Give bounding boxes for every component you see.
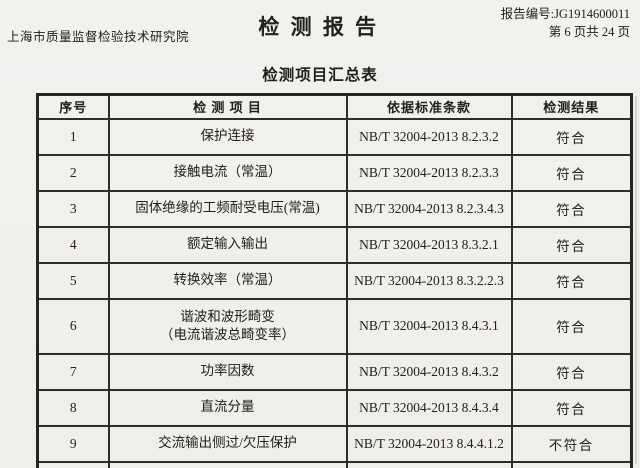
test-item: 直流分量: [107, 388, 348, 427]
test-result: 符合: [510, 189, 633, 228]
table-row: 7 功率因数 NB/T 32004-2013 8.4.3.2 符合: [36, 352, 633, 391]
standard-clause: NB/T 32004-2013 8.2.3.4.3: [345, 189, 513, 228]
row-number: 2: [36, 153, 110, 192]
row-number: 6: [36, 297, 110, 355]
empty-cell: [36, 460, 110, 468]
test-item: 交流输出侧过/欠压保护: [107, 424, 348, 463]
empty-cell: [345, 460, 513, 468]
row-number: 4: [36, 225, 110, 264]
scan-edge-artifact: [635, 96, 637, 464]
empty-cell: [107, 460, 348, 468]
test-item-line: 接触电流（常温）: [173, 164, 282, 180]
test-item-line2: （电流谐波总畸变率）: [160, 327, 295, 342]
table-row: 1 保护连接 NB/T 32004-2013 8.2.3.2 符合: [36, 117, 633, 156]
standard-clause: NB/T 32004-2013 8.4.3.1: [345, 297, 513, 355]
test-item: 接触电流（常温）: [107, 153, 348, 192]
organization-name: 上海市质量监督检验技术研究院: [7, 30, 190, 44]
test-result: 符合: [510, 261, 633, 300]
standard-clause: NB/T 32004-2013 8.4.4.1.2: [345, 424, 513, 463]
table-title: 检测项目汇总表: [262, 67, 378, 84]
test-item-line: 保护连接: [200, 128, 255, 144]
standard-clause: NB/T 32004-2013 8.2.3.3: [345, 153, 513, 192]
test-result: 符合: [510, 225, 633, 264]
document-title: 检 测 报 告: [258, 15, 380, 39]
column-header-result: 检测结果: [510, 93, 633, 120]
test-item-line: 转换效率（常温）: [173, 272, 282, 288]
report-number: 报告编号:JG1914600011: [500, 7, 630, 21]
table-row: 4 额定输入输出 NB/T 32004-2013 8.3.2.1 符合: [36, 225, 633, 264]
test-item-line: 功率因数: [200, 363, 255, 379]
test-item-line: 额定输入输出: [187, 236, 268, 252]
test-item: 固体绝缘的工频耐受电压(常温): [107, 189, 348, 228]
standard-clause: NB/T 32004-2013 8.4.3.4: [345, 388, 513, 427]
standard-clause: NB/T 32004-2013 8.3.2.1: [345, 225, 513, 264]
table-row: 6 谐波和波形畸变 （电流谐波总畸变率） NB/T 32004-2013 8.4…: [36, 297, 633, 355]
test-item: 保护连接: [107, 117, 348, 156]
test-item-line: 固体绝缘的工频耐受电压(常温): [135, 200, 320, 216]
test-result: 不符合: [510, 424, 633, 463]
summary-table: 序号 检 测 项 目 依据标准条款 检测结果 1 保护连接 NB/T 32004…: [36, 93, 633, 468]
test-item: 转换效率（常温）: [107, 261, 348, 300]
table-row-partial: [36, 460, 633, 468]
table-row: 5 转换效率（常温） NB/T 32004-2013 8.3.2.2.3 符合: [36, 261, 633, 300]
report-meta: 报告编号:JG1914600011 第 6 页共 24 页: [501, 5, 630, 41]
standard-clause: NB/T 32004-2013 8.3.2.2.3: [345, 261, 513, 300]
column-header-item: 检 测 项 目: [107, 93, 348, 120]
test-item: 谐波和波形畸变 （电流谐波总畸变率）: [107, 297, 348, 355]
test-result: 符合: [510, 153, 633, 192]
page-indicator: 第 6 页共 24 页: [548, 25, 630, 40]
row-number: 9: [36, 424, 110, 463]
table-row: 9 交流输出侧过/欠压保护 NB/T 32004-2013 8.4.4.1.2 …: [36, 424, 633, 463]
test-item: 功率因数: [107, 352, 348, 391]
test-item-line: 谐波和波形畸变: [180, 308, 275, 324]
table-header-row: 序号 检 测 项 目 依据标准条款 检测结果: [36, 93, 633, 120]
row-number: 7: [36, 352, 110, 391]
column-header-standard: 依据标准条款: [345, 93, 513, 120]
test-result: 符合: [510, 388, 633, 427]
test-item: 额定输入输出: [107, 225, 348, 264]
standard-clause: NB/T 32004-2013 8.2.3.2: [345, 117, 513, 156]
test-result: 符合: [510, 117, 633, 156]
row-number: 5: [36, 261, 110, 300]
test-result: 符合: [510, 352, 633, 391]
column-header-no: 序号: [36, 93, 110, 120]
test-result: 符合: [510, 297, 633, 355]
standard-clause: NB/T 32004-2013 8.4.3.2: [345, 352, 513, 391]
row-number: 1: [36, 117, 110, 156]
empty-cell: [510, 460, 633, 468]
table-row: 8 直流分量 NB/T 32004-2013 8.4.3.4 符合: [36, 388, 633, 427]
row-number: 3: [36, 189, 110, 228]
test-item-line: 直流分量: [200, 399, 255, 415]
table-row: 2 接触电流（常温） NB/T 32004-2013 8.2.3.3 符合: [36, 153, 633, 192]
table-row: 3 固体绝缘的工频耐受电压(常温) NB/T 32004-2013 8.2.3.…: [36, 189, 633, 228]
test-item-line: 交流输出侧过/欠压保护: [158, 435, 297, 451]
row-number: 8: [36, 388, 110, 427]
